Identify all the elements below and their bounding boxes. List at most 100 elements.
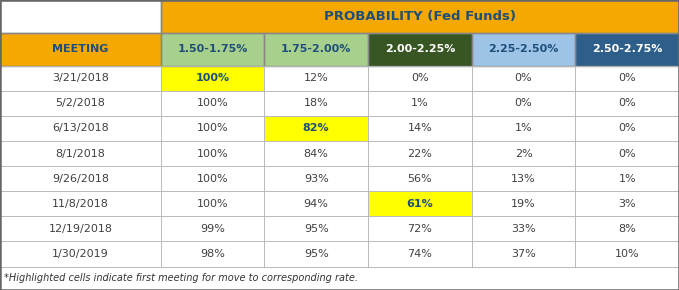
Bar [0,116,161,141]
Text: 61%: 61% [407,199,433,209]
Text: 0%: 0% [619,73,636,83]
Bar [575,216,679,242]
Bar [575,33,679,66]
Bar [161,0,679,33]
Text: 95%: 95% [304,224,329,234]
Text: 100%: 100% [196,73,230,83]
Text: 1.75-2.00%: 1.75-2.00% [281,44,351,54]
Text: 11/8/2018: 11/8/2018 [52,199,109,209]
Text: 22%: 22% [407,148,433,159]
Text: 1%: 1% [619,174,636,184]
Text: 0%: 0% [619,98,636,108]
Bar [472,33,575,66]
Text: 0%: 0% [619,124,636,133]
Bar [472,66,575,91]
Bar [368,191,472,216]
Bar [264,66,368,91]
Text: 6/13/2018: 6/13/2018 [52,124,109,133]
Bar [161,91,264,116]
Bar [575,191,679,216]
Text: 18%: 18% [304,98,329,108]
Bar [0,66,161,91]
Bar [575,91,679,116]
Bar [368,116,472,141]
Text: 2.00-2.25%: 2.00-2.25% [384,44,455,54]
Text: 99%: 99% [200,224,225,234]
Text: 100%: 100% [197,148,228,159]
Bar [0,191,161,216]
Bar [472,191,575,216]
Text: 1.50-1.75%: 1.50-1.75% [177,44,248,54]
Bar [0,66,161,91]
Text: 74%: 74% [407,249,433,259]
Text: 98%: 98% [200,249,225,259]
Bar [161,166,264,191]
Bar [161,116,264,141]
Text: 0%: 0% [619,148,636,159]
Bar [161,242,264,267]
Bar [161,66,264,91]
Bar [161,33,264,66]
Bar [161,216,264,242]
Bar [575,33,679,66]
Bar [472,91,575,116]
Text: 100%: 100% [197,98,228,108]
Bar [161,116,264,141]
Bar [575,141,679,166]
Text: 3%: 3% [619,199,636,209]
Text: 0%: 0% [515,98,532,108]
Bar [368,191,472,216]
Bar [575,141,679,166]
Bar [0,0,161,33]
Bar [575,116,679,141]
Bar [264,166,368,191]
Bar [575,191,679,216]
Bar [472,66,575,91]
Bar [161,141,264,166]
Bar [0,91,161,116]
Bar [264,216,368,242]
Text: 100%: 100% [197,199,228,209]
Bar [264,191,368,216]
Bar [368,116,472,141]
Text: 84%: 84% [304,148,329,159]
Text: 5/2/2018: 5/2/2018 [56,98,105,108]
Bar [0,267,679,290]
Bar [472,216,575,242]
Text: 14%: 14% [407,124,433,133]
Bar [161,242,264,267]
Bar [0,33,161,66]
Bar [575,91,679,116]
Text: 93%: 93% [304,174,329,184]
Text: 12/19/2018: 12/19/2018 [48,224,112,234]
Text: 100%: 100% [197,124,228,133]
Text: 8/1/2018: 8/1/2018 [56,148,105,159]
Text: 0%: 0% [411,73,428,83]
Bar [264,91,368,116]
Bar [575,216,679,242]
Text: 72%: 72% [407,224,433,234]
Bar [0,242,161,267]
Text: 37%: 37% [511,249,536,259]
Text: 56%: 56% [407,174,432,184]
Text: 9/26/2018: 9/26/2018 [52,174,109,184]
Bar [368,91,472,116]
Bar [0,216,161,242]
Bar [472,216,575,242]
Bar [0,33,161,66]
Bar [472,141,575,166]
Text: 2.50-2.75%: 2.50-2.75% [592,44,662,54]
Bar [0,216,161,242]
Bar [368,242,472,267]
Bar [0,91,161,116]
Text: PROBABILITY (Fed Funds): PROBABILITY (Fed Funds) [324,10,516,23]
Text: 94%: 94% [304,199,329,209]
Text: 95%: 95% [304,249,329,259]
Bar [472,242,575,267]
Bar [368,216,472,242]
Bar [575,166,679,191]
Bar [575,242,679,267]
Bar [0,267,679,290]
Bar [472,91,575,116]
Bar [0,191,161,216]
